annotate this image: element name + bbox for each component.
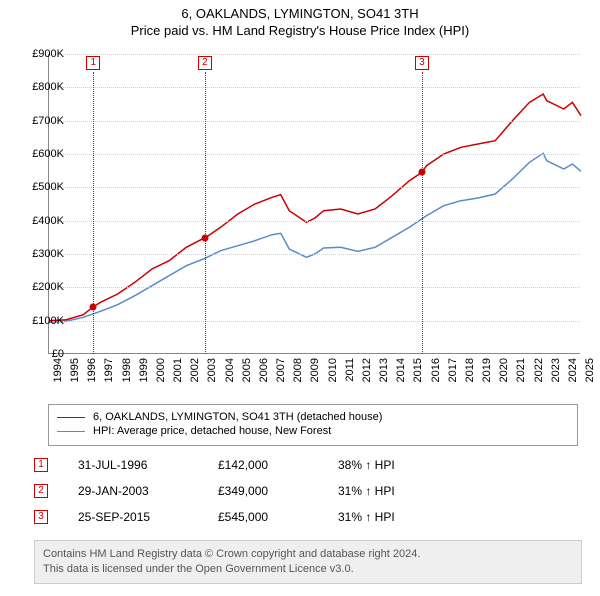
chart-subtitle: Price paid vs. HM Land Registry's House … [0, 23, 600, 38]
xtick-label: 2023 [550, 358, 562, 382]
xtick-label: 2007 [275, 358, 287, 382]
legend-swatch [57, 431, 85, 432]
xtick-label: 2017 [447, 358, 459, 382]
sales-delta: 38% ↑ HPI [338, 458, 468, 472]
xtick-label: 2004 [224, 358, 236, 382]
xtick-label: 1997 [103, 358, 115, 382]
ytick-label: £800K [20, 81, 64, 93]
xtick-label: 2003 [206, 358, 218, 382]
chart-legend: 6, OAKLANDS, LYMINGTON, SO41 3TH (detach… [48, 404, 578, 446]
ytick-label: £700K [20, 115, 64, 127]
xtick-label: 2008 [292, 358, 304, 382]
sales-date: 29-JAN-2003 [78, 484, 218, 498]
xtick-label: 2024 [567, 358, 579, 382]
xtick-label: 2019 [481, 358, 493, 382]
xtick-label: 1995 [69, 358, 81, 382]
sale-marker-dot [201, 234, 208, 241]
footer-line-2: This data is licensed under the Open Gov… [43, 562, 573, 577]
gridline [49, 121, 580, 122]
xtick-label: 2000 [155, 358, 167, 382]
sales-row: 2 29-JAN-2003£349,00031% ↑ HPI [34, 478, 574, 504]
chart-plot-area: 1 2 3 [48, 54, 580, 354]
xtick-label: 1998 [121, 358, 133, 382]
xtick-label: 2015 [412, 358, 424, 382]
legend-label: HPI: Average price, detached house, New … [93, 425, 331, 437]
gridline [49, 187, 580, 188]
footer-line-1: Contains HM Land Registry data © Crown c… [43, 547, 573, 562]
xtick-label: 2009 [309, 358, 321, 382]
gridline [49, 321, 580, 322]
xtick-label: 1994 [52, 358, 64, 382]
xtick-label: 2021 [515, 358, 527, 382]
xtick-label: 2005 [241, 358, 253, 382]
ytick-label: £100K [20, 315, 64, 327]
sales-date: 31-JUL-1996 [78, 458, 218, 472]
gridline [49, 87, 580, 88]
chart-svg [49, 54, 581, 354]
series-hpi [49, 153, 581, 322]
sales-delta: 31% ↑ HPI [338, 510, 468, 524]
xtick-label: 2022 [533, 358, 545, 382]
chart-container: 6, OAKLANDS, LYMINGTON, SO41 3TH Price p… [0, 6, 600, 596]
xtick-label: 2018 [464, 358, 476, 382]
sales-row: 1 31-JUL-1996£142,00038% ↑ HPI [34, 452, 574, 478]
sale-marker-dot [90, 303, 97, 310]
ytick-label: £200K [20, 281, 64, 293]
sales-marker: 1 [34, 458, 48, 472]
sales-price: £142,000 [218, 458, 338, 472]
legend-row: HPI: Average price, detached house, New … [57, 425, 569, 437]
sale-marker-vline [422, 72, 423, 354]
sales-date: 25-SEP-2015 [78, 510, 218, 524]
xtick-label: 2014 [395, 358, 407, 382]
gridline [49, 154, 580, 155]
legend-row: 6, OAKLANDS, LYMINGTON, SO41 3TH (detach… [57, 411, 569, 423]
sales-price: £349,000 [218, 484, 338, 498]
xtick-label: 2012 [361, 358, 373, 382]
xtick-label: 1996 [86, 358, 98, 382]
ytick-label: £600K [20, 148, 64, 160]
xtick-label: 2010 [327, 358, 339, 382]
sale-marker-box: 3 [415, 56, 429, 70]
ytick-label: £300K [20, 248, 64, 260]
xtick-label: 2006 [258, 358, 270, 382]
xtick-label: 2001 [172, 358, 184, 382]
xtick-label: 2002 [189, 358, 201, 382]
gridline [49, 287, 580, 288]
xtick-label: 2011 [344, 358, 356, 382]
gridline [49, 254, 580, 255]
ytick-label: £900K [20, 48, 64, 60]
gridline [49, 221, 580, 222]
sales-table: 1 31-JUL-1996£142,00038% ↑ HPI 2 29-JAN-200… [34, 452, 574, 530]
sales-marker: 3 [34, 510, 48, 524]
sale-marker-vline [93, 72, 94, 354]
ytick-label: £500K [20, 181, 64, 193]
xtick-label: 2016 [430, 358, 442, 382]
footer-box: Contains HM Land Registry data © Crown c… [34, 540, 582, 584]
legend-label: 6, OAKLANDS, LYMINGTON, SO41 3TH (detach… [93, 411, 382, 423]
xtick-label: 2020 [498, 358, 510, 382]
legend-swatch [57, 417, 85, 418]
sale-marker-box: 2 [198, 56, 212, 70]
xtick-label: 2013 [378, 358, 390, 382]
sales-marker: 2 [34, 484, 48, 498]
ytick-label: £400K [20, 215, 64, 227]
sale-marker-vline [205, 72, 206, 354]
chart-title: 6, OAKLANDS, LYMINGTON, SO41 3TH [0, 6, 600, 21]
gridline [49, 54, 580, 55]
xtick-label: 1999 [138, 358, 150, 382]
sale-marker-box: 1 [86, 56, 100, 70]
xtick-label: 2025 [584, 358, 596, 382]
sales-row: 3 25-SEP-2015£545,00031% ↑ HPI [34, 504, 574, 530]
sales-price: £545,000 [218, 510, 338, 524]
sales-delta: 31% ↑ HPI [338, 484, 468, 498]
sale-marker-dot [418, 169, 425, 176]
